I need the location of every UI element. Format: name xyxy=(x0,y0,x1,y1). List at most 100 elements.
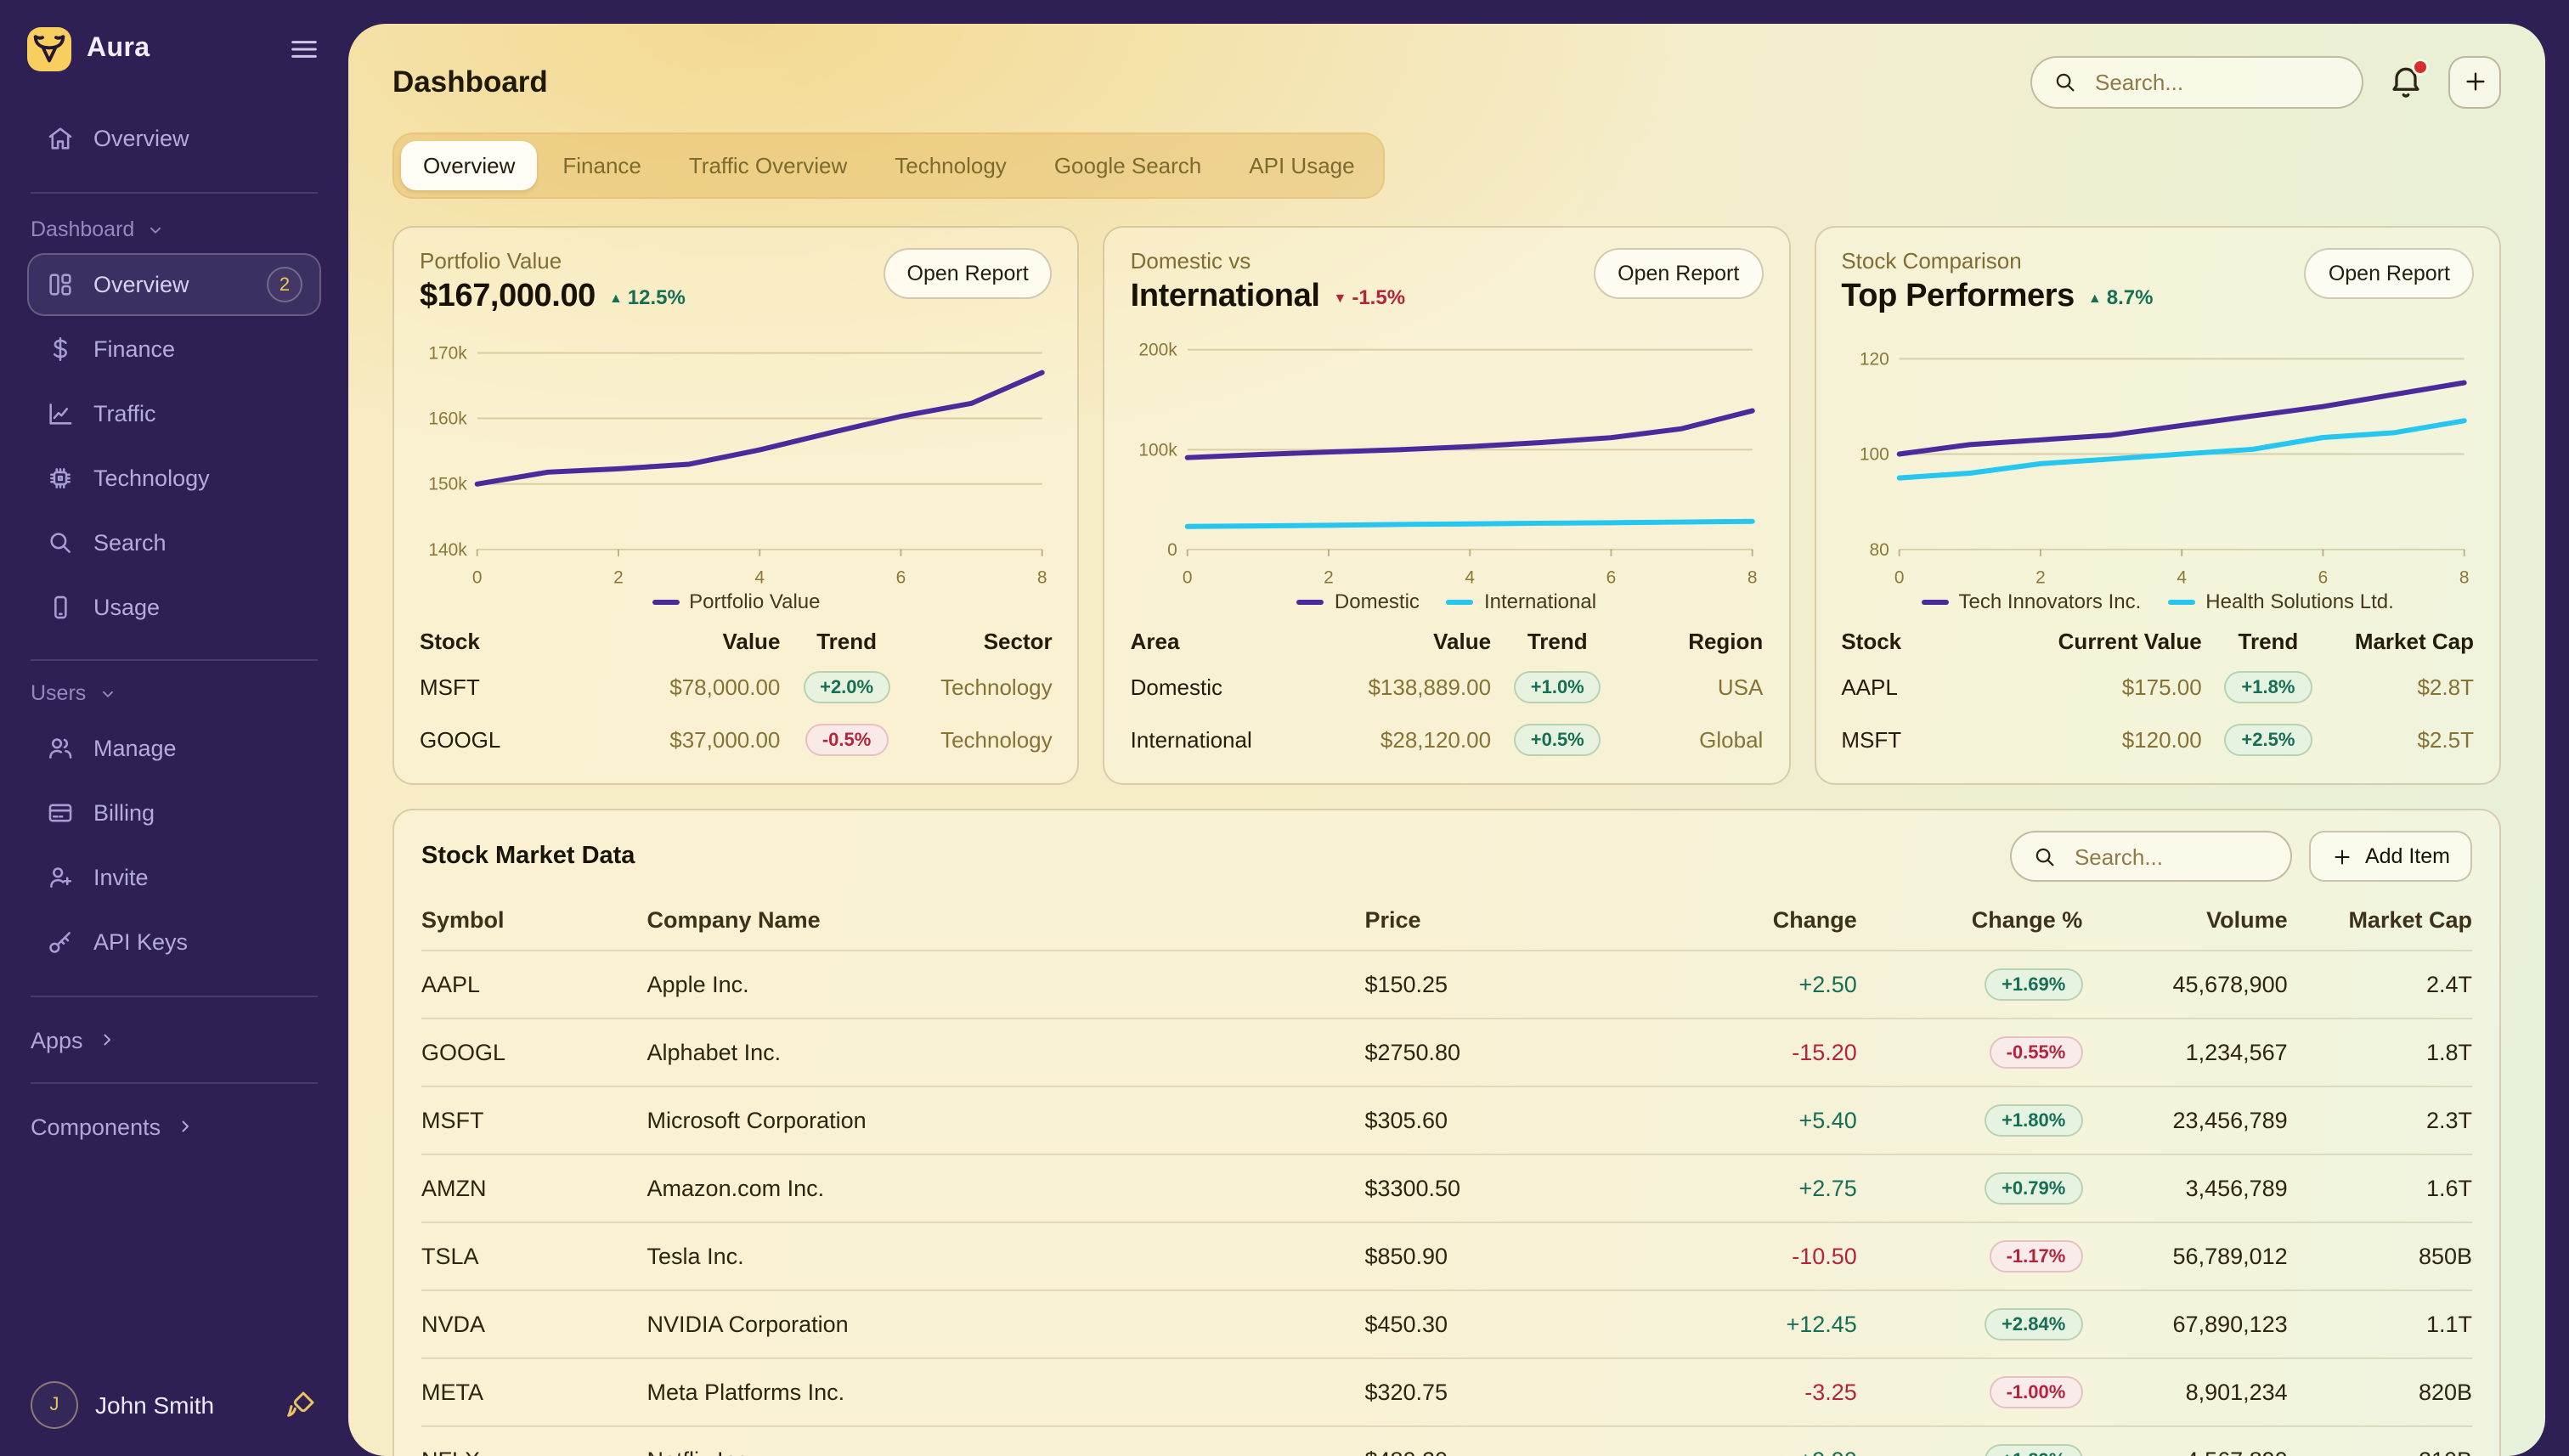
chevron-down-icon xyxy=(98,684,116,703)
search-icon xyxy=(46,528,75,557)
svg-text:4: 4 xyxy=(1465,568,1476,588)
card-headline: $167,000.00 xyxy=(420,279,596,314)
sidebar-item-search[interactable]: Search xyxy=(27,511,321,574)
cell-market-cap: 1.6T xyxy=(2287,1154,2472,1223)
svg-text:200k: 200k xyxy=(1139,341,1178,360)
table-row: International $28,120.00 +0.5% Global xyxy=(1131,714,1763,767)
delta-value: 12.5% xyxy=(627,285,686,309)
column-header-change: Change xyxy=(1772,907,1857,934)
sidebar-group-dashboard[interactable]: Dashboard xyxy=(31,217,318,241)
add-button[interactable] xyxy=(2448,55,2501,108)
sidebar-item-traffic[interactable]: Traffic xyxy=(27,382,321,445)
card-head: Stock Comparison Top Performers ▲ 8.7% Open … xyxy=(1841,248,2474,316)
sidebar-item-overview-top[interactable]: Overview xyxy=(27,107,321,170)
legend-swatch xyxy=(1446,599,1474,605)
table-row: META Meta Platforms Inc. $320.75 -3.25 -1.00… xyxy=(421,1357,2472,1427)
cell-change-pct: -0.55% xyxy=(1856,1018,2083,1087)
table-row: AAPL Apple Inc. $150.25 +2.50 +1.69% 45,678,9… xyxy=(421,950,2472,1019)
paintbrush-icon[interactable] xyxy=(284,1388,318,1422)
search-input[interactable] xyxy=(2092,67,2341,96)
delta-badge: ▼ -1.5% xyxy=(1334,285,1406,309)
tab-traffic-overview[interactable]: Traffic Overview xyxy=(667,141,869,190)
cell-value: $28,120.00 xyxy=(1380,727,1492,753)
global-search xyxy=(2030,55,2363,108)
legend-item: Tech Innovators Inc. xyxy=(1921,590,2142,614)
tab-google-search[interactable]: Google Search xyxy=(1032,141,1223,190)
cell-change: +2.75 xyxy=(1672,1154,1857,1223)
menu-icon[interactable] xyxy=(287,32,321,66)
legend-item: Portfolio Value xyxy=(652,590,820,614)
open-report-button[interactable]: Open Report xyxy=(1594,248,1764,299)
sidebar-link-components[interactable]: Components xyxy=(27,1104,321,1148)
cell-label: AAPL xyxy=(1841,674,1898,701)
cell-change: +5.40 xyxy=(1672,1086,1857,1155)
legend-item: Domestic xyxy=(1296,590,1420,614)
table-row: MSFT Microsoft Corporation $305.60 +5.40 +1.… xyxy=(421,1086,2472,1155)
user-name: John Smith xyxy=(95,1391,215,1419)
tab-finance[interactable]: Finance xyxy=(540,141,663,190)
sidebar-item-invite[interactable]: Invite xyxy=(27,846,321,909)
svg-text:4: 4 xyxy=(754,568,765,588)
sidebar-item-finance[interactable]: Finance xyxy=(27,318,321,381)
cell-change: +12.45 xyxy=(1672,1290,1857,1359)
card-table: Area Value Trend Region Domestic $138,889.00 +… xyxy=(1131,623,1764,767)
cell-symbol: AMZN xyxy=(421,1154,647,1223)
cell-price: $3300.50 xyxy=(1364,1154,1673,1223)
svg-text:0: 0 xyxy=(472,568,483,588)
cell-price: $305.60 xyxy=(1364,1086,1673,1155)
tab-overview[interactable]: Overview xyxy=(401,141,538,190)
legend-swatch xyxy=(2168,599,2196,605)
cell-symbol: META xyxy=(421,1357,647,1427)
open-report-button[interactable]: Open Report xyxy=(883,248,1053,299)
column-header-symbol: Symbol xyxy=(421,907,505,934)
sidebar-item-manage[interactable]: Manage xyxy=(27,717,321,780)
tab-api-usage[interactable]: API Usage xyxy=(1227,141,1376,190)
change-pct-pill: -0.55% xyxy=(1989,1036,2083,1069)
cell-volume: 45,678,900 xyxy=(2082,950,2288,1019)
cell-company: Microsoft Corporation xyxy=(646,1086,1365,1155)
column-header: Value xyxy=(722,629,781,655)
sidebar-link-apps[interactable]: Apps xyxy=(27,1018,321,1062)
table-row: GOOGL $37,000.00 -0.5% Technology xyxy=(420,714,1053,767)
brand-name: Aura xyxy=(87,34,150,63)
open-report-button[interactable]: Open Report xyxy=(2304,248,2474,299)
add-item-label: Add Item xyxy=(2364,844,2450,869)
cell-value: $37,000.00 xyxy=(669,727,781,753)
sidebar: Aura Overview Dashboard Overview 2 Finance T… xyxy=(0,0,348,1456)
tab-technology[interactable]: Technology xyxy=(872,141,1029,190)
cell-change-pct: +1.80% xyxy=(1856,1086,2083,1155)
change-pct-pill: +2.84% xyxy=(1985,1308,2083,1341)
divider xyxy=(31,192,318,194)
table-search-input[interactable] xyxy=(2070,842,2270,872)
sidebar-groups: Dashboard Overview 2 Finance Traffic Technolo… xyxy=(27,214,321,975)
trend-pill: +2.0% xyxy=(803,671,891,704)
sidebar-item-technology[interactable]: Technology xyxy=(27,447,321,510)
svg-text:6: 6 xyxy=(1606,568,1617,588)
legend-label: Tech Innovators Inc. xyxy=(1958,590,2142,614)
cell-value: $175.00 xyxy=(2121,674,2202,701)
user-profile[interactable]: J John Smith xyxy=(27,1371,321,1432)
cell-volume: 23,456,789 xyxy=(2082,1086,2288,1155)
sidebar-group-users[interactable]: Users xyxy=(31,681,318,705)
add-item-button[interactable]: Add Item xyxy=(2308,831,2472,883)
cell-company: Alphabet Inc. xyxy=(646,1018,1365,1087)
avatar: J xyxy=(31,1381,78,1429)
bell-icon xyxy=(2387,63,2425,100)
cell-extra: USA xyxy=(1717,674,1764,701)
brand-row: Aura xyxy=(27,27,321,71)
table-row: GOOGL Alphabet Inc. $2750.80 -15.20 -0.55% 1,… xyxy=(421,1018,2472,1087)
sidebar-item-billing[interactable]: Billing xyxy=(27,782,321,844)
delta-badge: ▲ 12.5% xyxy=(609,285,686,309)
sidebar-item-usage[interactable]: Usage xyxy=(27,576,321,639)
column-header: Trend xyxy=(816,629,877,655)
sidebar-item-overview[interactable]: Overview 2 xyxy=(27,253,321,316)
svg-text:8: 8 xyxy=(2459,568,2469,588)
sidebar-item-api-keys[interactable]: API Keys xyxy=(27,911,321,973)
sidebar-item-label: Invite xyxy=(93,865,149,890)
aura-logo-icon xyxy=(27,27,71,71)
sidebar-links: Apps Components xyxy=(27,1018,321,1148)
notifications-button[interactable] xyxy=(2387,61,2426,100)
cell-company: Amazon.com Inc. xyxy=(646,1154,1365,1223)
card-label: Domestic vs xyxy=(1130,248,1251,274)
